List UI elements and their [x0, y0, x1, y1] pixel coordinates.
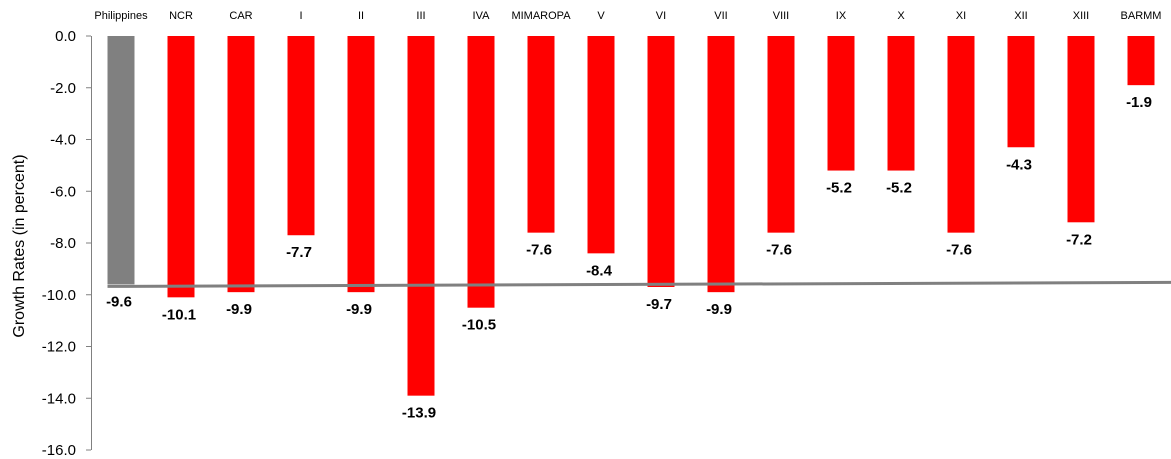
bar-region-xi	[947, 36, 975, 233]
data-label: -9.9	[226, 301, 252, 318]
data-label: -9.7	[646, 296, 672, 313]
data-label: -7.6	[766, 242, 792, 259]
data-label: -5.2	[826, 180, 852, 197]
bar-region-v	[587, 36, 615, 254]
y-axis-ticks: 0.0 -2.0 -4.0 -6.0 -8.0 -10.0 -12.0 -14.0 -16.0	[42, 28, 91, 459]
category-label: XII	[1014, 10, 1027, 22]
category-label: Philippines	[94, 10, 148, 22]
data-label: -7.2	[1066, 231, 1092, 248]
y-tick-label: -6.0	[50, 183, 76, 200]
bar-region-i	[287, 36, 315, 236]
y-tick-label: -10.0	[42, 287, 76, 304]
bar-region-xii	[1007, 36, 1035, 148]
bar-region-ix	[827, 36, 855, 171]
data-label: -8.4	[586, 262, 613, 279]
bar-region-ncr	[167, 36, 195, 298]
category-labels: Philippines NCR CAR I II III IVA MIMAROPA V VI VII…	[94, 10, 1161, 22]
category-label: IX	[836, 10, 847, 22]
data-label: -7.7	[286, 244, 312, 261]
bar-philippines	[107, 36, 135, 285]
data-label: -7.6	[946, 242, 972, 259]
bar-region-xiii	[1067, 36, 1095, 223]
category-label: I	[299, 10, 302, 22]
data-label: -10.5	[462, 317, 496, 334]
y-axis-label: Growth Rates (in percent)	[11, 154, 28, 337]
bar-region-vii	[707, 36, 735, 293]
data-label: -9.6	[106, 293, 132, 310]
data-label: -13.9	[402, 405, 436, 422]
category-label: VI	[656, 10, 666, 22]
bar-region-iva	[467, 36, 495, 308]
category-label: VIII	[773, 10, 790, 22]
category-label: XIII	[1073, 10, 1090, 22]
bar-region-viii	[767, 36, 795, 233]
bar-region-mimaropa	[527, 36, 555, 233]
data-label: -1.9	[1126, 94, 1152, 111]
data-label: -9.9	[706, 301, 732, 318]
y-tick-label: -14.0	[42, 390, 76, 407]
bars-group	[107, 36, 1155, 396]
category-label: MIMAROPA	[511, 10, 571, 22]
data-label: -7.6	[526, 242, 552, 259]
bar-region-ii	[347, 36, 375, 293]
category-label: VII	[714, 10, 727, 22]
y-tick-label: -2.0	[50, 80, 76, 97]
category-label: IVA	[473, 10, 491, 22]
category-label: XI	[956, 10, 966, 22]
category-label: II	[358, 10, 364, 22]
bar-region-x	[887, 36, 915, 171]
y-tick-label: 0.0	[55, 28, 76, 45]
data-label: -10.1	[162, 306, 196, 323]
data-labels: -9.6 -10.1 -9.9 -7.7 -9.9 -13.9 -10.5 -7.6 -8.4 -…	[106, 94, 1152, 422]
bar-region-car	[227, 36, 255, 293]
y-tick-label: -12.0	[42, 339, 76, 356]
national-reference-line	[107, 280, 1171, 288]
category-label: BARMM	[1121, 10, 1162, 22]
y-tick-label: -8.0	[50, 235, 76, 252]
y-tick-label: -4.0	[50, 132, 76, 149]
data-label: -9.9	[346, 301, 372, 318]
data-label: -4.3	[1006, 156, 1032, 173]
bar-region-barmm	[1127, 36, 1155, 86]
category-label: V	[597, 10, 605, 22]
category-label: CAR	[229, 10, 252, 22]
category-label: III	[416, 10, 425, 22]
category-label: NCR	[169, 10, 193, 22]
bar-region-vi	[647, 36, 675, 287]
data-label: -5.2	[886, 180, 912, 197]
y-tick-label: -16.0	[42, 442, 76, 459]
bar-region-iii	[407, 36, 435, 396]
category-label: X	[897, 10, 905, 22]
